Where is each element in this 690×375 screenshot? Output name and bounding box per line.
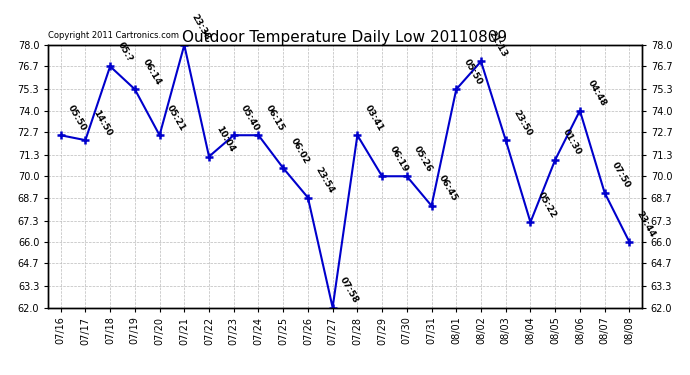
Text: 01:30: 01:30 [561, 128, 582, 157]
Text: 05:40: 05:40 [239, 103, 262, 132]
Text: 06:02: 06:02 [288, 136, 311, 165]
Text: 10:04: 10:04 [215, 124, 237, 154]
Text: 05:26: 05:26 [413, 144, 435, 174]
Text: 21:13: 21:13 [486, 29, 509, 58]
Text: 07:58: 07:58 [338, 275, 360, 305]
Text: 05:?: 05:? [116, 40, 134, 63]
Text: 06:19: 06:19 [388, 144, 410, 174]
Title: Outdoor Temperature Daily Low 20110809: Outdoor Temperature Daily Low 20110809 [182, 30, 508, 45]
Text: 06:14: 06:14 [140, 57, 163, 87]
Text: Copyright 2011 Cartronics.com: Copyright 2011 Cartronics.com [48, 31, 179, 40]
Text: 03:41: 03:41 [363, 103, 385, 132]
Text: 05:21: 05:21 [165, 103, 187, 132]
Text: 05:50: 05:50 [66, 104, 88, 132]
Text: 14:50: 14:50 [91, 108, 113, 137]
Text: 23:50: 23:50 [511, 108, 533, 137]
Text: 06:15: 06:15 [264, 103, 286, 132]
Text: 06:45: 06:45 [437, 174, 460, 203]
Text: 23:38: 23:38 [190, 13, 212, 42]
Text: 07:50: 07:50 [610, 161, 632, 190]
Text: 05:50: 05:50 [462, 57, 484, 87]
Text: 23:54: 23:54 [313, 165, 335, 195]
Text: 23:44: 23:44 [635, 210, 657, 239]
Text: 04:48: 04:48 [585, 78, 608, 108]
Text: 05:22: 05:22 [536, 190, 558, 219]
